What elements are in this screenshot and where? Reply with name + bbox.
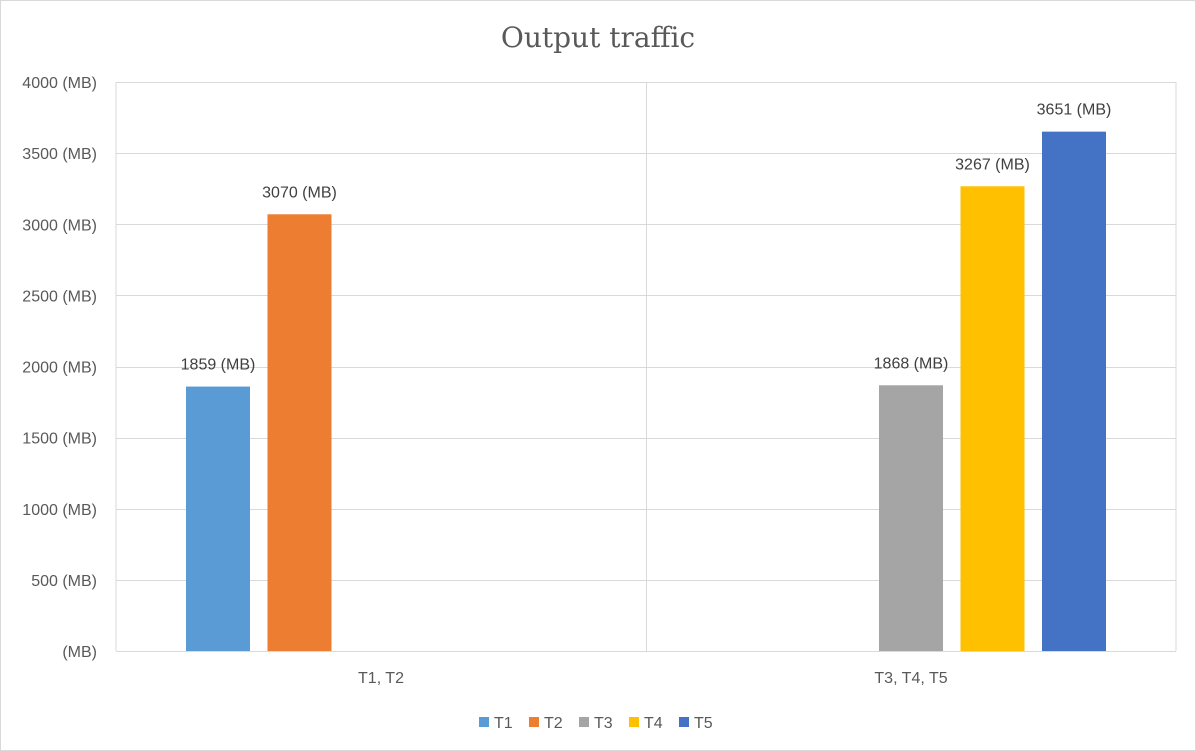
legend-label: T3	[594, 715, 613, 732]
data-label-t1: 1859 (MB)	[181, 357, 256, 374]
legend-label: T4	[644, 715, 663, 732]
y-axis-ticks: (MB) 500 (MB) 1000 (MB) 1500 (MB) 2000 (MB) 2…	[22, 75, 97, 661]
legend-swatch	[629, 717, 639, 727]
legend: T1 T2 T3 T4 T5	[479, 715, 713, 732]
legend-item-t3: T3	[579, 715, 613, 732]
legend-item-t4: T4	[629, 715, 663, 732]
legend-item-t2: T2	[529, 715, 563, 732]
legend-swatch	[529, 717, 539, 727]
bar-t4	[960, 186, 1025, 651]
bar-t1	[186, 386, 250, 651]
y-tick-label: 1500 (MB)	[22, 431, 97, 448]
legend-swatch	[679, 717, 689, 727]
legend-swatch	[579, 717, 589, 727]
legend-label: T5	[694, 715, 713, 732]
data-label-t2: 3070 (MB)	[262, 184, 337, 201]
y-tick-label: 1000 (MB)	[22, 502, 97, 519]
y-tick-label: 3000 (MB)	[22, 217, 97, 234]
y-tick-label: (MB)	[62, 644, 97, 661]
data-labels: 1859 (MB) 3070 (MB) 1868 (MB) 3267 (MB) 3651…	[181, 102, 1112, 374]
y-tick-label: 500 (MB)	[31, 573, 97, 590]
legend-label: T2	[544, 715, 563, 732]
bars	[186, 131, 1106, 652]
chart-title: Output traffic	[501, 21, 695, 54]
legend-label: T1	[494, 715, 513, 732]
x-category-label: T1, T2	[358, 670, 404, 687]
data-label-t4: 3267 (MB)	[955, 156, 1030, 173]
data-label-t5: 3651 (MB)	[1037, 102, 1112, 119]
y-tick-label: 2500 (MB)	[22, 288, 97, 305]
y-tick-label: 4000 (MB)	[22, 75, 97, 92]
y-tick-label: 3500 (MB)	[22, 146, 97, 163]
bar-t3	[879, 385, 943, 651]
legend-item-t5: T5	[679, 715, 713, 732]
data-label-t3: 1868 (MB)	[874, 355, 949, 372]
x-category-label: T3, T4, T5	[874, 670, 947, 687]
bar-t2	[267, 214, 332, 652]
y-tick-label: 2000 (MB)	[22, 360, 97, 377]
x-axis-categories: T1, T2 T3, T4, T5	[358, 670, 948, 687]
legend-swatch	[479, 717, 489, 727]
bar-t5	[1042, 131, 1106, 651]
legend-item-t1: T1	[479, 715, 513, 732]
